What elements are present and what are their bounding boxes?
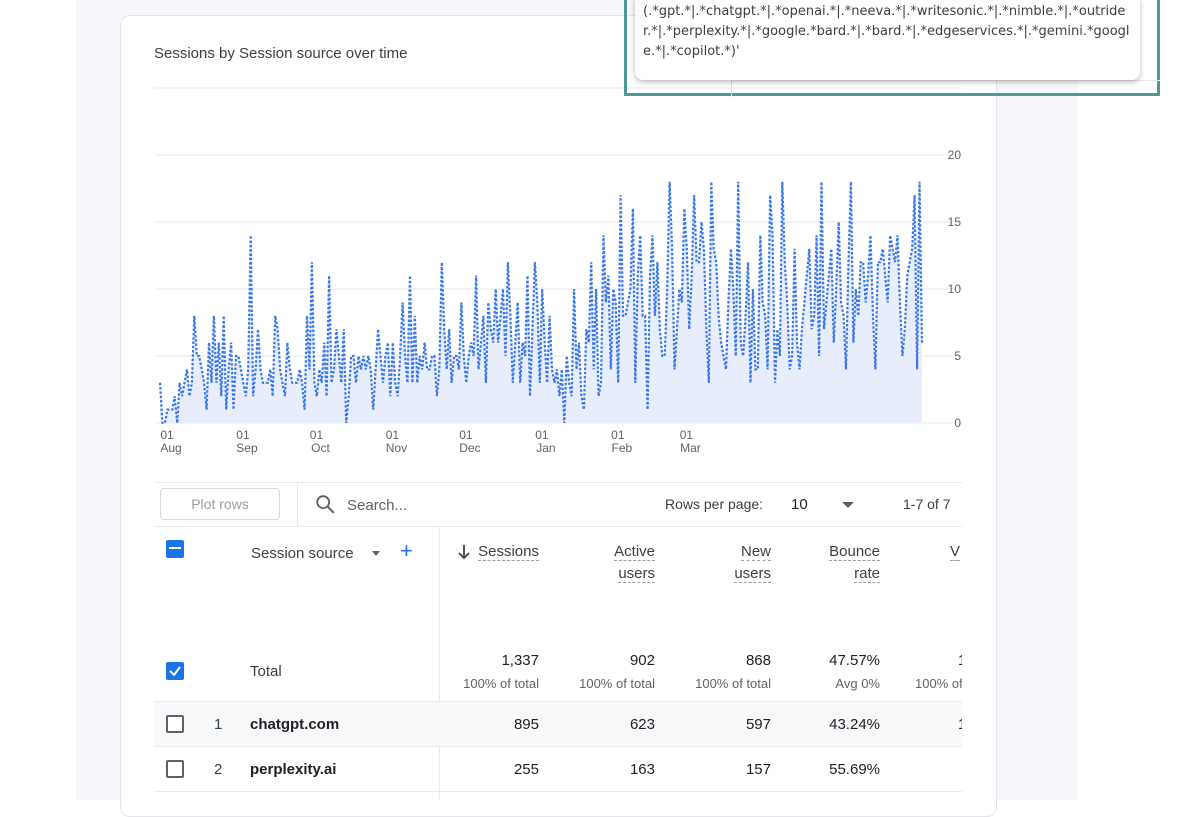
dimension-dropdown-icon[interactable] — [372, 551, 380, 556]
x-tick-month: Nov — [386, 441, 407, 455]
total-truncated-pct: 100% of — [915, 676, 962, 691]
row-checkbox[interactable] — [166, 760, 184, 778]
metric-header-sessions[interactable]: Sessions — [460, 541, 539, 563]
chevron-down-icon[interactable] — [842, 502, 854, 508]
x-tick-month: Sep — [236, 441, 258, 455]
row-truncated: 1 — [958, 716, 962, 733]
row-active-users: 623 — [629, 716, 655, 733]
row-active-users: 163 — [629, 761, 655, 778]
toolbar-separator — [297, 483, 298, 526]
row-divider — [154, 746, 962, 747]
table-row-bg — [154, 702, 962, 746]
row-sessions: 895 — [513, 716, 539, 733]
total-sessions: 1,337 — [501, 652, 539, 669]
metric-header-label: V — [950, 543, 961, 561]
row-source-name[interactable]: perplexity.ai — [250, 761, 337, 778]
total-bounce-rate: 47.57% — [829, 652, 880, 669]
x-tick-day: 01 — [310, 428, 324, 442]
x-tick-day: 01 — [386, 428, 400, 442]
x-tick-day: 01 — [459, 428, 473, 442]
total-checkbox[interactable] — [166, 662, 184, 680]
y-tick-label: 0 — [954, 416, 961, 430]
toolbar-top-divider — [154, 482, 962, 483]
rows-per-page-label: Rows per page: — [665, 496, 764, 512]
metric-header-label: rate — [854, 565, 880, 583]
y-tick-label: 15 — [948, 215, 962, 229]
x-tick-month: Jan — [536, 441, 555, 455]
row-new-users: 157 — [745, 761, 771, 778]
search-icon[interactable] — [314, 493, 336, 515]
x-tick-day: 01 — [680, 428, 694, 442]
metric-header-label: Bounce — [829, 543, 880, 561]
plot-rows-button[interactable]: Plot rows — [160, 488, 280, 520]
chart-toggle-stub — [637, 80, 732, 97]
total-new-users: 868 — [745, 652, 771, 669]
series-line — [158, 181, 924, 425]
select-all-checkbox[interactable] — [166, 540, 184, 558]
total-truncated: 1 — [958, 652, 962, 669]
row-number: 1 — [214, 716, 223, 733]
dimension-header[interactable]: Session source — [251, 545, 354, 562]
total-active-users: 902 — [629, 652, 655, 669]
row-checkbox[interactable] — [166, 715, 184, 733]
chart-title: Sessions by Session source over time — [154, 45, 408, 62]
row-divider — [154, 701, 962, 702]
regex-tooltip: (.*gpt.*|.*chatgpt.*|.*openai.*|.*neeva.… — [635, 0, 1140, 80]
filter-highlight-frame — [624, 0, 1160, 96]
metric-header-new-users[interactable]: New users — [691, 541, 771, 585]
metric-header-label: users — [618, 565, 655, 583]
x-tick-month: Dec — [459, 441, 480, 455]
x-tick-month: Aug — [160, 441, 181, 455]
chart-toggle-divider — [732, 80, 1160, 82]
total-bounce-rate-avg: Avg 0% — [835, 676, 880, 691]
x-tick-day: 01 — [160, 428, 174, 442]
row-bounce-rate: 55.69% — [829, 761, 880, 778]
metric-header-bounce-rate[interactable]: Bounce rate — [800, 541, 880, 585]
y-tick-label: 5 — [954, 349, 961, 363]
row-divider — [154, 791, 962, 792]
metric-header-label: New — [740, 543, 771, 561]
metric-header-label: Sessions — [478, 543, 539, 561]
x-tick-day: 01 — [236, 428, 250, 442]
x-tick-month: Feb — [611, 441, 632, 455]
total-label: Total — [250, 663, 282, 680]
row-sessions: 255 — [513, 761, 539, 778]
sort-arrow-down-icon[interactable] — [457, 544, 471, 560]
row-new-users: 597 — [745, 716, 771, 733]
line-chart: 0510152001Aug01Sep01Oct01Nov01Dec01Jan01… — [155, 87, 962, 455]
metric-header-active-users[interactable]: Active users — [575, 541, 655, 585]
row-source-name[interactable]: chatgpt.com — [250, 716, 340, 733]
y-tick-label: 10 — [948, 282, 962, 296]
x-tick-month: Oct — [311, 441, 330, 455]
total-new-users-pct: 100% of total — [695, 676, 771, 691]
total-sessions-pct: 100% of total — [463, 676, 539, 691]
toolbar-bottom-divider — [154, 526, 962, 527]
y-tick-label: 20 — [948, 148, 962, 162]
x-tick-day: 01 — [611, 428, 625, 442]
x-tick-month: Mar — [680, 441, 701, 455]
add-dimension-icon[interactable]: + — [400, 538, 413, 563]
x-tick-day: 01 — [535, 428, 549, 442]
row-bounce-rate: 43.24% — [829, 716, 880, 733]
metric-header-truncated[interactable]: V — [950, 541, 962, 563]
dimension-column-divider — [439, 527, 440, 800]
rows-per-page-select[interactable]: 10 — [791, 496, 808, 513]
series-area — [160, 181, 922, 423]
row-number: 2 — [214, 761, 223, 778]
pagination-range: 1-7 of 7 — [903, 496, 951, 512]
search-input[interactable] — [347, 494, 607, 516]
metric-header-label: Active — [614, 543, 655, 561]
metric-header-label: users — [734, 565, 771, 583]
total-active-users-pct: 100% of total — [579, 676, 655, 691]
